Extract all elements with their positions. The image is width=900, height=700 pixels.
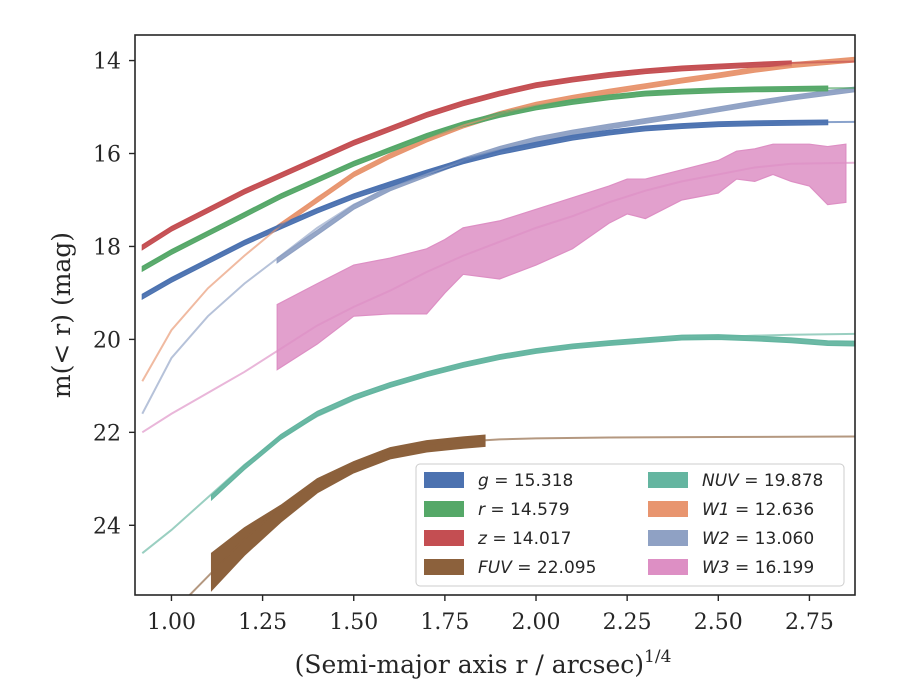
y-tick-label: 20 <box>93 328 121 353</box>
x-tick-label: 2.25 <box>603 610 652 635</box>
legend-label: W2 = 13.060 <box>702 529 814 549</box>
band-w3 <box>276 143 847 371</box>
x-tick-label: 1.50 <box>329 610 378 635</box>
x-tick-label: 2.50 <box>694 610 743 635</box>
legend-label: W1 = 12.636 <box>702 500 814 520</box>
x-tick-label: 1.00 <box>147 610 196 635</box>
legend-item-r: r = 14.579 <box>424 500 570 520</box>
legend-item-w1: W1 = 12.636 <box>648 500 814 520</box>
legend-label: g = 15.318 <box>478 471 573 491</box>
band-nuv <box>210 334 855 502</box>
x-axis-label-exponent: 1/4 <box>644 647 671 667</box>
legend-swatch <box>424 530 464 546</box>
legend-swatch <box>648 559 688 575</box>
legend-swatch <box>424 472 464 488</box>
legend-box <box>415 463 845 587</box>
band-w2 <box>276 86 855 264</box>
y-tick-label: 16 <box>93 143 121 168</box>
band-fuv <box>210 434 486 592</box>
legend-label: FUV = 22.095 <box>478 558 596 578</box>
legend-label: NUV = 19.878 <box>702 471 823 491</box>
legend-item-z: z = 14.017 <box>424 529 571 549</box>
x-tick-label: 2.75 <box>785 610 834 635</box>
legend-swatch <box>648 472 688 488</box>
model-line-w3 <box>141 161 855 434</box>
y-axis-label: m(< r) (mag) <box>47 232 76 398</box>
model-line-fuv <box>188 435 855 595</box>
legend-item-w3: W3 = 16.199 <box>648 558 814 578</box>
y-tick-label: 24 <box>93 514 121 539</box>
legend-label: W3 = 16.199 <box>702 558 814 578</box>
legend-label: r = 14.579 <box>478 500 570 520</box>
y-tick-label: 22 <box>93 421 121 446</box>
y-tick-label: 18 <box>93 235 121 260</box>
model-line-w1 <box>141 57 855 382</box>
legend-label: z = 14.017 <box>477 529 571 549</box>
x-tick-label: 1.25 <box>238 610 287 635</box>
legend-item-w2: W2 = 13.060 <box>648 529 814 549</box>
legend-item-fuv: FUV = 22.095 <box>424 558 596 578</box>
legend: g = 15.318 r = 14.579 z = 14.017 FUV = 22.0… <box>415 463 845 587</box>
legend-swatch <box>648 501 688 517</box>
x-axis-label: (Semi-major axis r / arcsec)1/4 <box>295 647 672 679</box>
model-line-z <box>141 60 855 248</box>
model-line-g <box>141 120 855 297</box>
model-line-nuv <box>141 332 855 554</box>
model-line-w2 <box>141 87 855 415</box>
y-tick-label: 14 <box>93 50 121 75</box>
legend-swatch <box>648 530 688 546</box>
x-tick-label: 2.00 <box>512 610 561 635</box>
plot-frame <box>134 34 856 596</box>
x-tick-label: 1.75 <box>420 610 469 635</box>
legend-item-g: g = 15.318 <box>424 471 573 491</box>
model-line-r <box>141 86 855 269</box>
band-r <box>141 85 829 273</box>
legend-swatch <box>424 501 464 517</box>
legend-swatch <box>424 559 464 575</box>
legend-item-nuv: NUV = 19.878 <box>648 471 823 491</box>
